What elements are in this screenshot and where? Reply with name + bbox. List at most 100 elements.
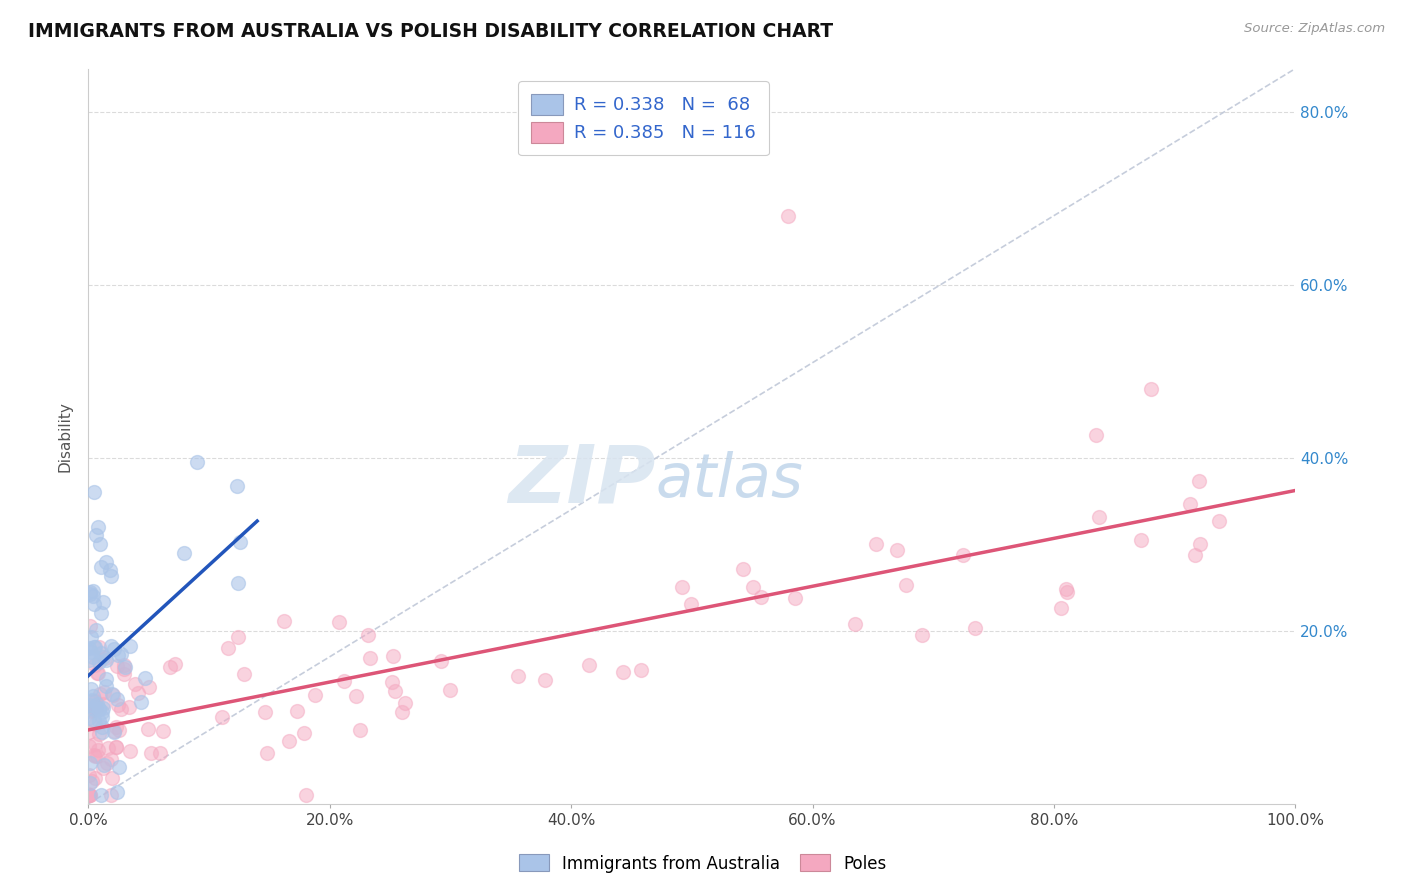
Point xyxy=(84,699,107,714)
Point xyxy=(228,576,250,591)
Point xyxy=(84,623,107,637)
Point xyxy=(97,740,120,755)
Point xyxy=(233,666,256,681)
Point xyxy=(508,669,530,683)
Point xyxy=(110,647,132,661)
Point xyxy=(91,698,114,712)
Point xyxy=(87,742,110,756)
Point xyxy=(1088,510,1111,524)
Point xyxy=(86,528,108,542)
Point xyxy=(101,689,124,703)
Text: atlas: atlas xyxy=(655,450,803,510)
Point xyxy=(91,724,114,739)
Point xyxy=(107,698,129,712)
Point xyxy=(79,640,101,655)
Point xyxy=(83,713,105,727)
Point xyxy=(79,645,101,659)
Point xyxy=(679,597,702,611)
Point xyxy=(89,702,111,716)
Y-axis label: Disability: Disability xyxy=(58,401,72,472)
Point xyxy=(79,652,101,666)
Point xyxy=(356,627,378,641)
Point xyxy=(211,709,233,723)
Point xyxy=(394,696,416,710)
Point xyxy=(217,640,239,655)
Point xyxy=(1056,584,1078,599)
Point xyxy=(911,628,934,642)
Point xyxy=(963,621,986,635)
Point xyxy=(731,562,754,576)
Point xyxy=(118,640,141,654)
Point xyxy=(159,659,181,673)
Point xyxy=(96,756,118,770)
Point xyxy=(381,648,404,663)
Point xyxy=(107,648,129,663)
Point xyxy=(785,591,807,605)
Point xyxy=(84,749,107,764)
Point xyxy=(84,737,107,751)
Point xyxy=(256,746,278,760)
Point xyxy=(83,771,105,785)
Point xyxy=(101,687,124,701)
Point xyxy=(120,744,142,758)
Point xyxy=(100,640,122,654)
Point xyxy=(90,646,112,660)
Point xyxy=(112,667,135,681)
Point xyxy=(79,586,101,600)
Point xyxy=(103,724,125,739)
Point xyxy=(86,748,108,763)
Point xyxy=(86,666,108,681)
Point xyxy=(96,555,118,569)
Point xyxy=(83,640,105,654)
Point xyxy=(110,702,132,716)
Point xyxy=(534,673,557,688)
Point xyxy=(84,698,107,713)
Point xyxy=(1188,536,1211,550)
Point xyxy=(105,691,128,706)
Point xyxy=(79,725,101,739)
Point xyxy=(79,619,101,633)
Point xyxy=(749,590,772,604)
Point xyxy=(86,665,108,680)
Point xyxy=(894,578,917,592)
Point xyxy=(381,675,404,690)
Point xyxy=(84,694,107,708)
Point xyxy=(79,776,101,790)
Point xyxy=(344,689,367,703)
Point xyxy=(138,680,160,694)
Point xyxy=(304,688,326,702)
Point xyxy=(87,520,110,534)
Legend: Immigrants from Australia, Poles: Immigrants from Australia, Poles xyxy=(512,847,894,880)
Point xyxy=(90,606,112,620)
Point xyxy=(79,756,101,770)
Point xyxy=(886,543,908,558)
Point xyxy=(1129,533,1152,547)
Legend: R = 0.338   N =  68, R = 0.385   N = 116: R = 0.338 N = 68, R = 0.385 N = 116 xyxy=(519,81,769,155)
Point xyxy=(333,673,356,688)
Point xyxy=(105,785,128,799)
Point xyxy=(578,658,600,673)
Point xyxy=(295,789,318,803)
Point xyxy=(91,761,114,775)
Point xyxy=(93,757,115,772)
Point xyxy=(430,655,453,669)
Point xyxy=(100,789,122,803)
Text: Source: ZipAtlas.com: Source: ZipAtlas.com xyxy=(1244,22,1385,36)
Point xyxy=(98,563,121,577)
Point xyxy=(80,693,103,707)
Point xyxy=(86,697,108,711)
Point xyxy=(79,703,101,717)
Point xyxy=(328,615,350,629)
Point xyxy=(439,683,461,698)
Point xyxy=(105,659,128,673)
Point xyxy=(285,704,308,718)
Point xyxy=(229,535,252,549)
Point xyxy=(253,706,276,720)
Point xyxy=(103,725,125,739)
Point xyxy=(79,789,101,803)
Point xyxy=(90,720,112,734)
Point xyxy=(94,651,117,665)
Point xyxy=(1208,514,1230,528)
Point xyxy=(225,479,247,493)
Point xyxy=(139,747,162,761)
